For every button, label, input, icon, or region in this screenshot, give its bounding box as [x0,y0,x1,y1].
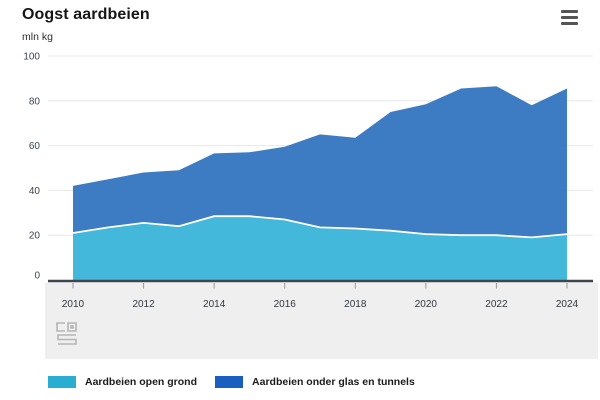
y-tick-label: 40 [29,186,41,197]
y-tick-label: 0 [34,271,40,282]
menu-button[interactable] [561,10,578,25]
hamburger-menu-icon [561,10,578,13]
x-tick-label: 2010 [62,299,85,310]
legend-item-open-grond[interactable]: Aardbeien open grond [48,376,197,388]
y-tick-label: 80 [29,96,41,107]
x-tick-label: 2020 [415,299,438,310]
x-tick-label: 2012 [132,299,155,310]
x-tick-label: 2024 [556,299,579,310]
legend-swatch [48,376,76,388]
chart-legend: Aardbeien open grond Aardbeien onder glas… [48,376,415,388]
x-tick-label: 2018 [344,299,367,310]
y-tick-label: 100 [23,52,40,63]
cbs-logo [56,322,77,345]
y-tick-label: 20 [29,231,41,242]
legend-label: Aardbeien onder glas en tunnels [252,376,415,388]
area-open-grond [73,216,567,280]
series-separator-line [72,215,568,239]
x-tick-label: 2016 [274,299,297,310]
legend-swatch [215,376,244,388]
x-tick-label: 2014 [203,299,226,310]
hamburger-menu-icon [561,22,578,25]
chart-title: Oogst aardbeien [22,6,150,23]
legend-label: Aardbeien open grond [85,376,198,388]
legend-item-onder-glas[interactable]: Aardbeien onder glas en tunnels [215,376,415,388]
chart-plot-area: 0 20 40 60 80 100 2010 2012 2014 2016 2018 2020 2022… [23,52,598,359]
x-axis-band [45,282,598,359]
y-axis-unit-label: mln kg [22,31,53,43]
area-onder-glas-en-tunnels [73,86,567,238]
x-tick-label: 2022 [485,299,508,310]
hamburger-menu-icon [561,16,578,19]
y-tick-label: 60 [29,141,41,152]
